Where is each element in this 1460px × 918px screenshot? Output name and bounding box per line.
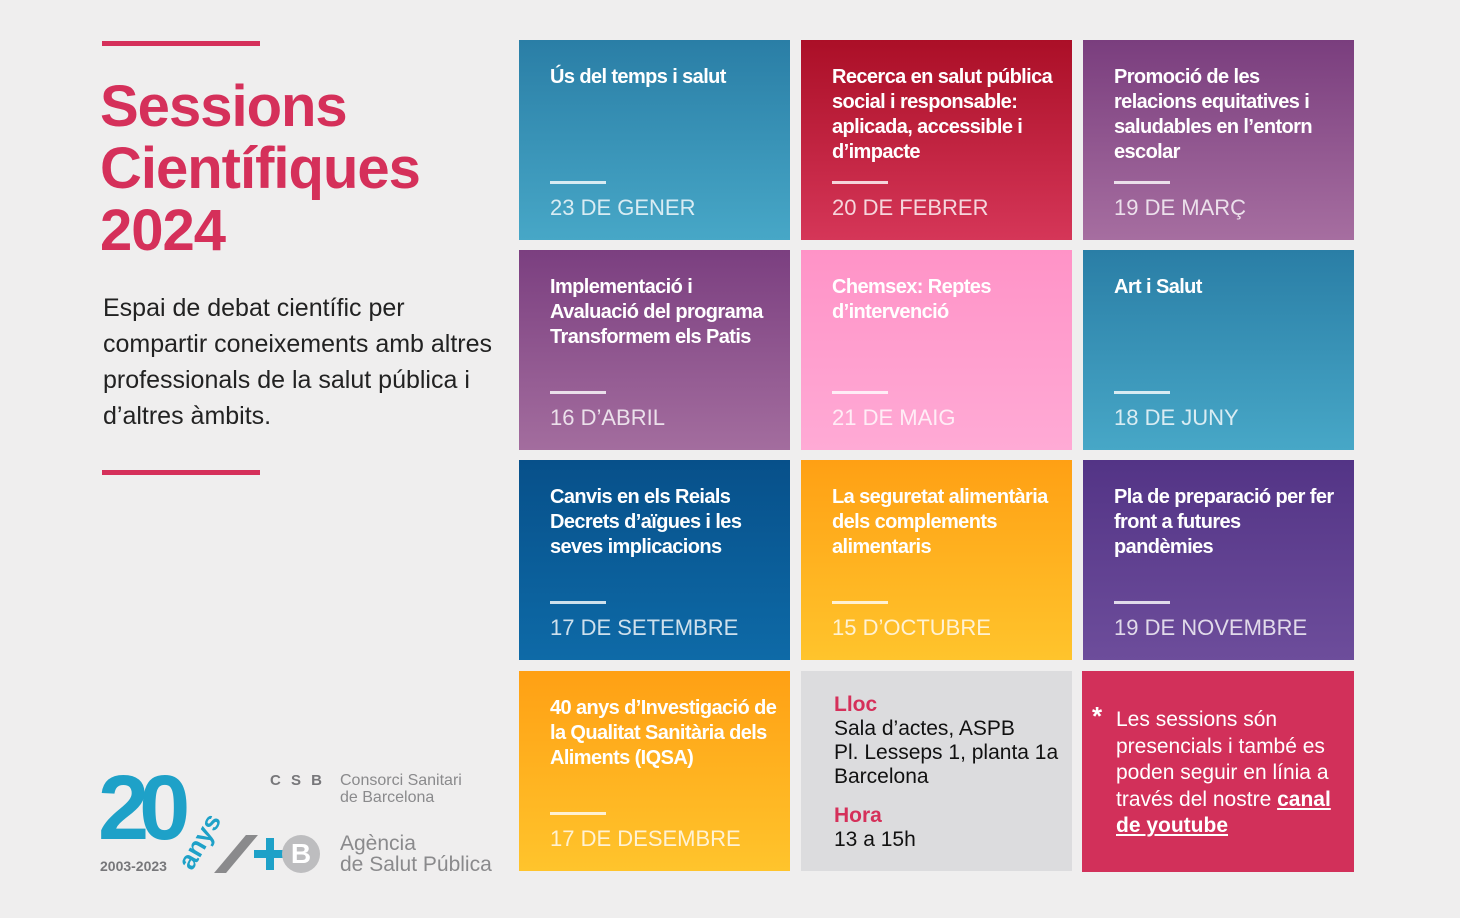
session-title: Promoció de les relacions equitatives i … [1114,66,1313,163]
session-card: Ús del temps i salut 23 DE GENER [519,40,790,240]
session-divider [832,601,888,604]
session-divider [832,391,888,394]
session-card: Implementació i Avaluació del programa T… [519,250,790,450]
top-divider [102,41,260,46]
place-line: Sala d’actes, ASPB [834,717,1015,740]
csb-name: Consorci Sanitari de Barcelona [340,772,462,806]
session-title: La seguretat alimentària dels complement… [832,486,1048,558]
description: Espai de debat científic per compartir c… [103,294,493,430]
session-title: Art i Salut [1114,276,1202,298]
session-card: Chemsex: Reptes d’intervenció 21 DE MAIG [801,250,1072,450]
title-line: Sessions [100,74,348,139]
session-card: Promoció de les relacions equitatives i … [1083,40,1354,240]
session-card: 40 anys d’Investigació de la Qualitat Sa… [519,671,790,871]
info-box: Lloc Sala d’actes, ASPB Pl. Lesseps 1, p… [801,671,1072,871]
csb-abbr: C S B [270,772,326,789]
plus-icon-vertical [266,838,274,870]
session-date: 20 DE FEBRER [832,195,989,220]
bottom-divider [102,470,260,475]
time-value: 13 a 15h [834,828,916,851]
anniversary-number: 20 [98,757,190,859]
aspb-mark: B [214,833,322,873]
session-date: 16 D’ABRIL [550,405,665,430]
session-date: 18 DE JUNY [1114,405,1239,430]
session-date: 19 DE MARÇ [1114,195,1247,220]
session-divider [1114,391,1170,394]
session-date: 15 D’OCTUBRE [832,615,991,640]
anniversary-years: 2003-2023 [100,858,167,874]
session-card: La seguretat alimentària dels complement… [801,460,1072,660]
anniversary-logo: 20 anys 2003-2023 [98,757,238,878]
session-card: Pla de preparació per fer front a future… [1083,460,1354,660]
session-divider [550,391,606,394]
title-line: 2024 [100,198,226,263]
session-title: Recerca en salut pública social i respon… [832,66,1053,163]
session-divider [550,181,606,184]
title-line: Científiques [100,136,421,201]
session-title: Canvis en els Reials Decrets d’aïgues i … [550,486,742,558]
session-card: Art i Salut 18 DE JUNY [1083,250,1354,450]
session-date: 19 DE NOVEMBRE [1114,615,1308,640]
session-date: 17 DE SETEMBRE [550,615,739,640]
session-title: Chemsex: Reptes d’intervenció [832,276,991,323]
session-date: 23 DE GENER [550,195,696,220]
csb-name-line: Consorci Sanitari [340,772,462,789]
page-title: Sessions Científiques 2024 [100,76,500,262]
session-divider [1114,601,1170,604]
session-divider [832,181,888,184]
place-line: Pl. Lesseps 1, planta 1a [834,741,1059,764]
aspb-name: Agència de Salut Pública [340,833,492,875]
session-title: Ús del temps i salut [550,66,726,88]
session-divider [550,601,606,604]
session-divider [1114,181,1170,184]
session-title: 40 anys d’Investigació de la Qualitat Sa… [550,697,777,769]
asterisk-icon: * [1092,701,1103,731]
session-card: Canvis en els Reials Decrets d’aïgues i … [519,460,790,660]
time-label: Hora [834,804,882,827]
session-card: Recerca en salut pública social i respon… [801,40,1072,240]
csb-name-line: de Barcelona [340,789,435,806]
place-label: Lloc [834,693,878,716]
aspb-name-line: de Salut Pública [340,853,492,876]
session-date: 21 DE MAIG [832,405,956,430]
aspb-name-line: Agència [340,832,416,855]
session-title: Pla de preparació per fer front a future… [1114,486,1334,558]
b-circle-icon: B [282,835,320,873]
note-box: * Les sessions són presencials i també e… [1082,671,1354,872]
youtube-link[interactable]: canal de youtube [1116,787,1331,838]
place-line: Barcelona [834,765,929,788]
session-title: Implementació i Avaluació del programa T… [550,276,763,348]
session-divider [550,812,606,815]
note-text: Les sessions són presencials i també es … [1116,708,1329,811]
session-date: 17 DE DESEMBRE [550,826,741,851]
